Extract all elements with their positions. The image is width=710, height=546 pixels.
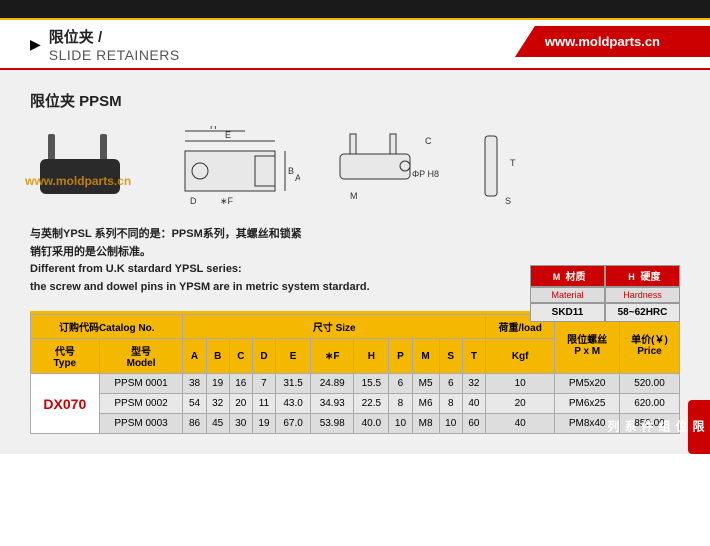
section-title: 限位夹 PPSM [30,90,680,111]
th-F: ∗F [311,339,354,374]
dim-B: B [288,166,294,176]
dim-PH8: ΦP H8 [412,169,439,179]
dim-C: C [425,136,432,146]
table-row: PPSM 0003 86 45 30 19 67.0 53.98 40.0 10… [31,414,680,434]
th-H: H [354,339,389,374]
th-T: T [462,339,485,374]
dim-H: H [210,126,217,131]
th-P: P [389,339,412,374]
diagram-row: www.moldparts.cn E H B A D ∗F [30,126,680,211]
page-header: ▶ 限位夹 / SLIDE RETAINERS www.moldparts.cn [0,20,710,68]
side-tab[interactable]: 限位组件系列 [688,400,710,454]
mat-s1: Material [530,287,605,303]
desc-cn2: 销钉采用的是公制标准。 [30,244,680,262]
th-B: B [206,339,229,374]
th-model: 型号 Model [99,339,183,374]
mat-h1: M材质 [530,265,605,287]
th-D: D [252,339,275,374]
th-S: S [439,339,462,374]
table-row: PPSM 0002 54 32 20 11 43.0 34.93 22.5 8 … [31,394,680,414]
dim-S: S [505,196,511,206]
table-row: DX070 PPSM 0001 38 19 16 7 31.5 24.89 15… [31,374,680,394]
mat-s2: Hardness [605,287,680,303]
th-type: 代号 Type [31,339,100,374]
mat-v1: SKD11 [530,303,605,322]
watermark: www.moldparts.cn [25,174,131,188]
dim-T: T [510,158,516,168]
material-box: M材质 H硬度 Material Hardness SKD11 58~62HRC [530,265,680,322]
th-E: E [276,339,311,374]
mat-v2: 58~62HRC [605,303,680,322]
url-banner[interactable]: www.moldparts.cn [515,26,710,57]
arrow-icon: ▶ [30,36,41,53]
side-view-diagram: C ΦP H8 M [330,129,440,209]
th-catalog: 订购代码Catalog No. [31,315,183,339]
product-photo: www.moldparts.cn [30,134,140,204]
dim-F: ∗F [220,196,234,206]
spec-table: 订购代码Catalog No. 尺寸 Size 荷重/load 限位螺丝 P x… [30,314,680,434]
dim-A: A [295,173,300,183]
pin-diagram: T S [470,126,530,211]
top-bar [0,0,710,20]
th-size: 尺寸 Size [183,315,485,339]
top-view-diagram: E H B A D ∗F [170,126,300,211]
title-cn: 限位夹 / [49,26,180,47]
th-kgf: Kgf [485,339,554,374]
content-body: 限位夹 PPSM www.moldparts.cn E H B [0,70,710,454]
mat-h2: H硬度 [605,265,680,287]
dim-D: D [190,196,197,206]
th-price: 单价(￥) Price [619,315,679,374]
th-screw: 限位螺丝 P x M [555,315,620,374]
title-en: SLIDE RETAINERS [49,47,180,63]
desc-cn1: 与英制YPSL 系列不同的是：PPSM系列，其螺丝和锁紧 [30,226,680,244]
th-M: M [412,339,439,374]
th-A: A [183,339,206,374]
dim-M: M [350,191,358,201]
th-C: C [229,339,252,374]
type-code: DX070 [31,374,100,434]
